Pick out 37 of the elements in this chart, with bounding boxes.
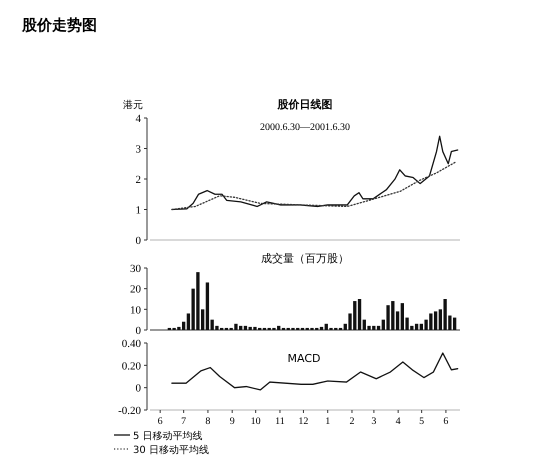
y-tick-label: 0.20 (122, 360, 142, 372)
y-tick-label: 0.40 (122, 338, 142, 350)
x-tick-label: 6 (443, 416, 448, 427)
y-tick-label: 1 (136, 204, 141, 216)
line-series (171, 352, 458, 391)
y-tick-label: 3 (136, 144, 142, 156)
chart-title: 成交量（百万股） (261, 252, 349, 265)
x-tick-label: 10 (250, 416, 261, 427)
y-tick-label: 4 (136, 113, 142, 125)
x-tick-label: 8 (205, 416, 210, 427)
y-tick-label: 20 (130, 284, 142, 296)
y-tick-label: 0 (136, 235, 142, 247)
x-tick-label: 9 (230, 416, 235, 427)
text: MACD (288, 352, 320, 365)
legend-label: 30 日移动平均线 (133, 444, 209, 456)
x-tick-label: 7 (181, 416, 186, 427)
y-axis-title: 港元 (123, 99, 143, 111)
x-tick-label: 11 (275, 416, 285, 427)
legend-label: 5 日移动平均线 (133, 430, 203, 442)
x-tick-label: 6 (158, 416, 163, 427)
chart-subtitle: 2000.6.30—2001.6.30 (260, 122, 350, 133)
y-tick-label: -0.20 (118, 405, 142, 417)
y-tick-label: 30 (130, 263, 142, 275)
x-tick-label: 3 (371, 416, 376, 427)
line-series (171, 136, 458, 210)
chart-title: 股价日线图 (276, 98, 332, 111)
y-tick-label: 0 (136, 382, 142, 395)
y-tick-label: 0 (136, 325, 142, 337)
y-tick-label: 2 (136, 174, 141, 186)
text: 股价走势图 (21, 16, 97, 34)
x-tick-label: 12 (298, 416, 308, 427)
y-tick-label: 10 (130, 304, 142, 316)
x-tick-label: 4 (396, 416, 401, 427)
x-tick-label: 5 (419, 416, 424, 427)
x-tick-label: 1 (325, 416, 330, 427)
x-tick-label: 2 (349, 416, 354, 427)
line-series (171, 162, 456, 210)
